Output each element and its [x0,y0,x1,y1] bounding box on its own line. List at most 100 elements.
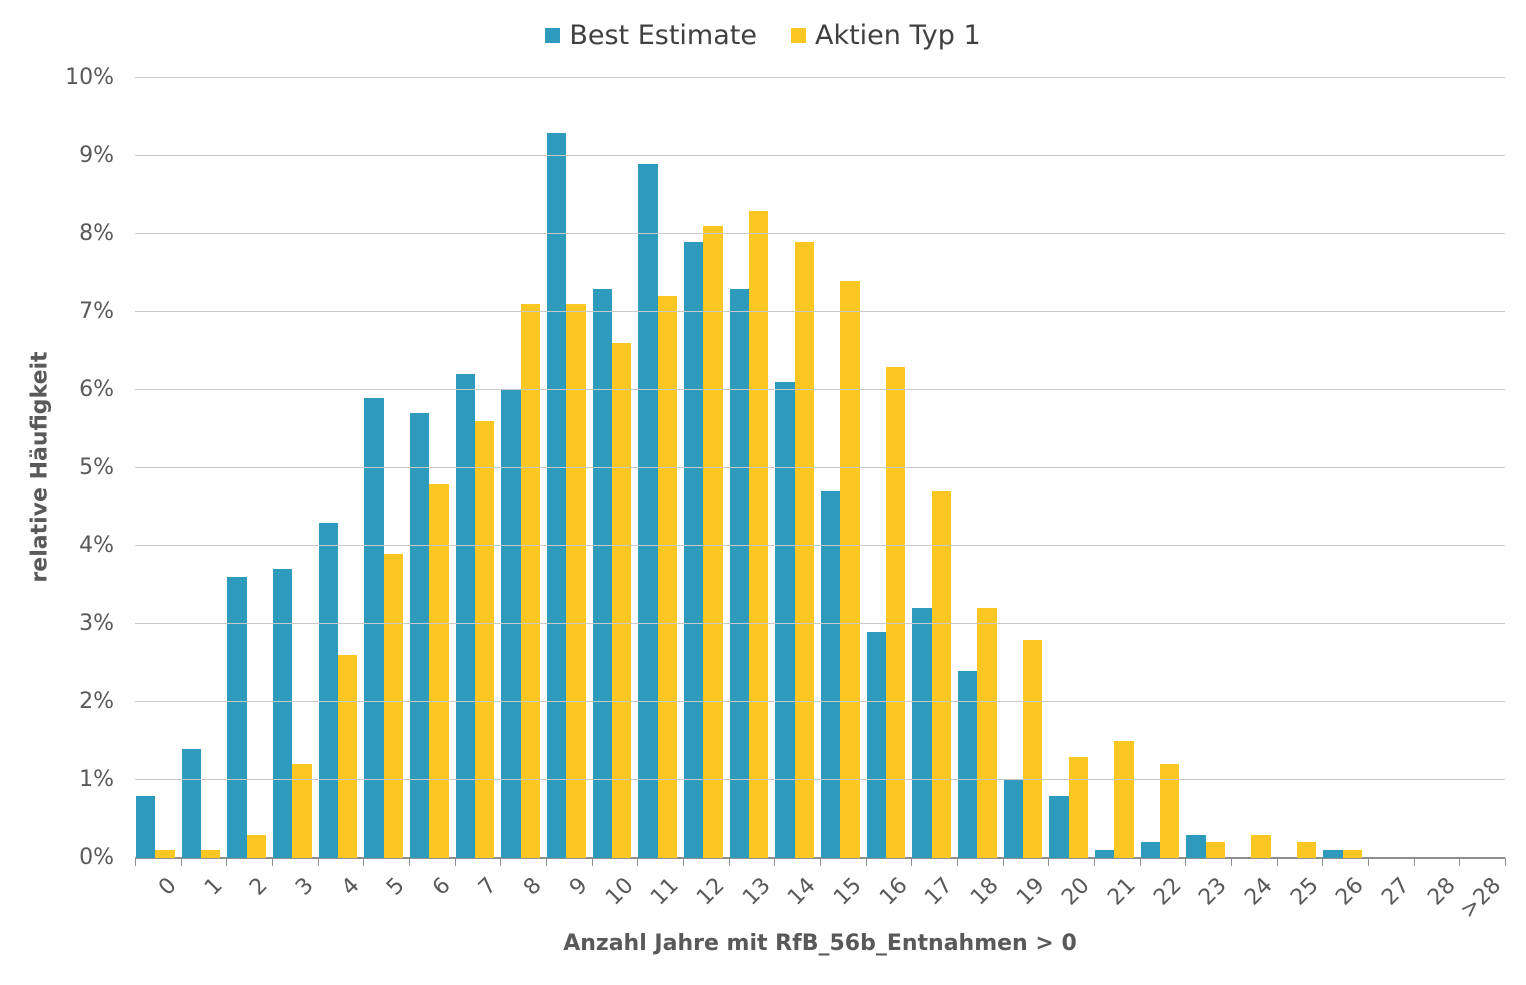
bar-group-17 [911,78,957,858]
bar-best-estimate-20 [1049,795,1069,858]
bar-aktien-typ-1-17 [931,491,952,858]
bar-best-estimate-19 [1003,780,1024,858]
bar-best-estimate-13 [729,288,750,858]
bar-group-22 [1140,78,1186,858]
x-axis-tick [409,858,410,866]
bar-group-12 [683,78,729,858]
x-tick-label-18: 18 [966,873,1004,911]
x-tick-label-17: 17 [920,873,958,911]
bar-aktien-typ-1-8 [520,304,541,858]
x-axis-tick [1048,858,1050,866]
x-tick-label-11: 11 [646,873,684,911]
bar-best-estimate-3 [273,569,293,858]
x-tick-label-22: 22 [1148,873,1187,911]
x-axis-tick [135,858,136,866]
x-tick-label-28: 28 [1422,873,1461,911]
x-tick-label-2: 2 [245,873,273,901]
y-tick-label-0%: 0% [79,845,114,870]
bar-aktien-typ-1-0 [155,850,175,858]
x-tick-label-8: 8 [519,873,547,901]
x-axis-tick [1094,858,1095,866]
bar-best-estimate-18 [958,670,978,858]
bar-aktien-typ-1-9 [566,304,586,858]
legend: Best Estimate Aktien Typ 1 [0,20,1526,51]
legend-item-aktien-typ-1: Aktien Typ 1 [790,20,981,51]
x-axis-tick [637,858,639,866]
gridline-10% [135,77,1505,78]
legend-label-aktien-typ-1: Aktien Typ 1 [814,20,981,51]
x-axis-tick [728,858,730,866]
bar-best-estimate-7 [455,374,476,858]
bar-aktien-typ-1-11 [657,296,678,858]
bars-container [135,78,1505,858]
bar-best-estimate-5 [364,397,384,858]
gridline-6% [135,389,1505,390]
bar-aktien-typ-1-1 [201,850,221,858]
bar-best-estimate-22 [1140,842,1161,858]
bar-group-16 [866,78,912,858]
bar-aktien-typ-1-22 [1160,764,1180,858]
bar-aktien-typ-1-3 [292,764,312,858]
bar-best-estimate-4 [318,522,339,858]
bar-best-estimate-17 [912,608,932,858]
gridline-2% [135,701,1505,702]
x-tick-label-9: 9 [564,873,593,901]
x-axis-tick [774,858,776,866]
x-axis-tick [1139,858,1141,866]
x-axis-tick [1231,858,1232,866]
x-axis-tick-labels: 0 1 2 3 4 5 6 7 8 9 10 11 12 13 14 15 16 17 18 19 20 21 22 23 24… [135,869,1506,939]
bar-aktien-typ-1-6 [429,483,449,858]
x-tick-label-27: 27 [1377,873,1415,911]
bar-best-estimate-8 [501,390,521,858]
bar-group-3 [272,78,318,858]
x-tick-label-12: 12 [692,873,730,911]
bar-best-estimate-23 [1186,834,1206,858]
bar-aktien-typ-1-16 [886,366,906,858]
bar-group-20 [1048,78,1094,858]
x-tick-label-24: 24 [1240,873,1278,911]
y-tick-label-3%: 3% [79,611,114,636]
gridline-1% [135,779,1505,780]
x-tick-label-13: 13 [737,873,776,911]
gridline-5% [135,467,1505,468]
x-axis-tick [1002,858,1004,866]
bar-aktien-typ-1-24 [1251,834,1271,858]
gridline-8% [135,233,1505,234]
x-axis-tick [546,858,547,866]
bar-best-estimate-15 [821,491,841,858]
bar-aktien-typ-1-19 [1023,639,1043,858]
bar-group-21 [1094,78,1140,858]
bar-aktien-typ-1-15 [840,280,860,858]
x-tick-label-25: 25 [1285,873,1324,911]
bar-group-19 [1003,78,1049,858]
y-tick-label-9%: 9% [79,143,114,168]
x-axis-tick [226,858,228,866]
x-axis-tick [454,858,456,866]
x-tick-label-5: 5 [382,873,410,901]
x-axis-tick [1505,858,1506,866]
x-axis-tick [500,858,502,866]
bar-aktien-typ-1-2 [246,834,267,858]
legend-swatch-best-estimate [545,28,561,43]
bar-group-2 [226,78,272,858]
bar-aktien-typ-1-20 [1068,756,1089,858]
bar-group-7 [455,78,501,858]
x-tick-label-20: 20 [1057,873,1095,911]
x-tick-label-0: 0 [153,873,182,901]
bar-best-estimate-10 [592,288,613,858]
x-axis-title: Anzahl Jahre mit RfB_56b_Entnahmen > 0 [563,931,1077,956]
bar-group-26 [1322,78,1368,858]
bar-aktien-typ-1-25 [1297,842,1317,858]
y-tick-label-4%: 4% [79,533,114,558]
bar-best-estimate-26 [1323,850,1343,858]
bar-group-1 [181,78,227,858]
bar-group-5 [363,78,409,858]
legend-label-best-estimate: Best Estimate [569,20,757,51]
bar-group-24 [1231,78,1277,858]
gridline-9% [135,155,1505,156]
bar-group-6 [409,78,455,858]
legend-item-best-estimate: Best Estimate [545,20,757,51]
x-axis-tick [911,858,913,866]
y-tick-label-1%: 1% [79,767,114,792]
bar-group-14 [774,78,820,858]
